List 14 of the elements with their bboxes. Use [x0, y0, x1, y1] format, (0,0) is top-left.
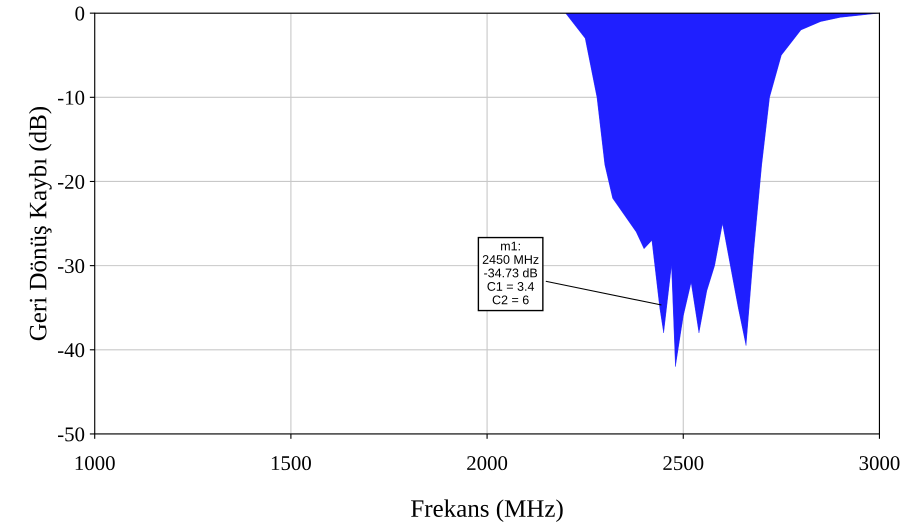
- x-tick-label: 1500: [272, 456, 311, 470]
- x-axis-title: Frekans (MHz): [411, 499, 563, 522]
- x-tick-label: 1000: [76, 456, 115, 470]
- y-axis-title: Geri Dönüş Kaybı (dB): [28, 106, 52, 340]
- x-tick-label: 2500: [663, 456, 704, 470]
- y-tick-label: -40: [58, 343, 84, 358]
- y-tick-label: -10: [58, 90, 84, 105]
- x-tick-label: 2000: [467, 456, 508, 470]
- x-tick-label: 3000: [860, 456, 900, 470]
- y-tick-label: 0: [75, 6, 84, 21]
- annotation: m1: 2450 MHz -34.73 dB C1 = 3.4 C2 = 6: [482, 242, 538, 304]
- y-tick-label: -50: [58, 427, 84, 442]
- y-tick-label: -20: [58, 174, 84, 189]
- y-tick-label: -30: [58, 259, 84, 274]
